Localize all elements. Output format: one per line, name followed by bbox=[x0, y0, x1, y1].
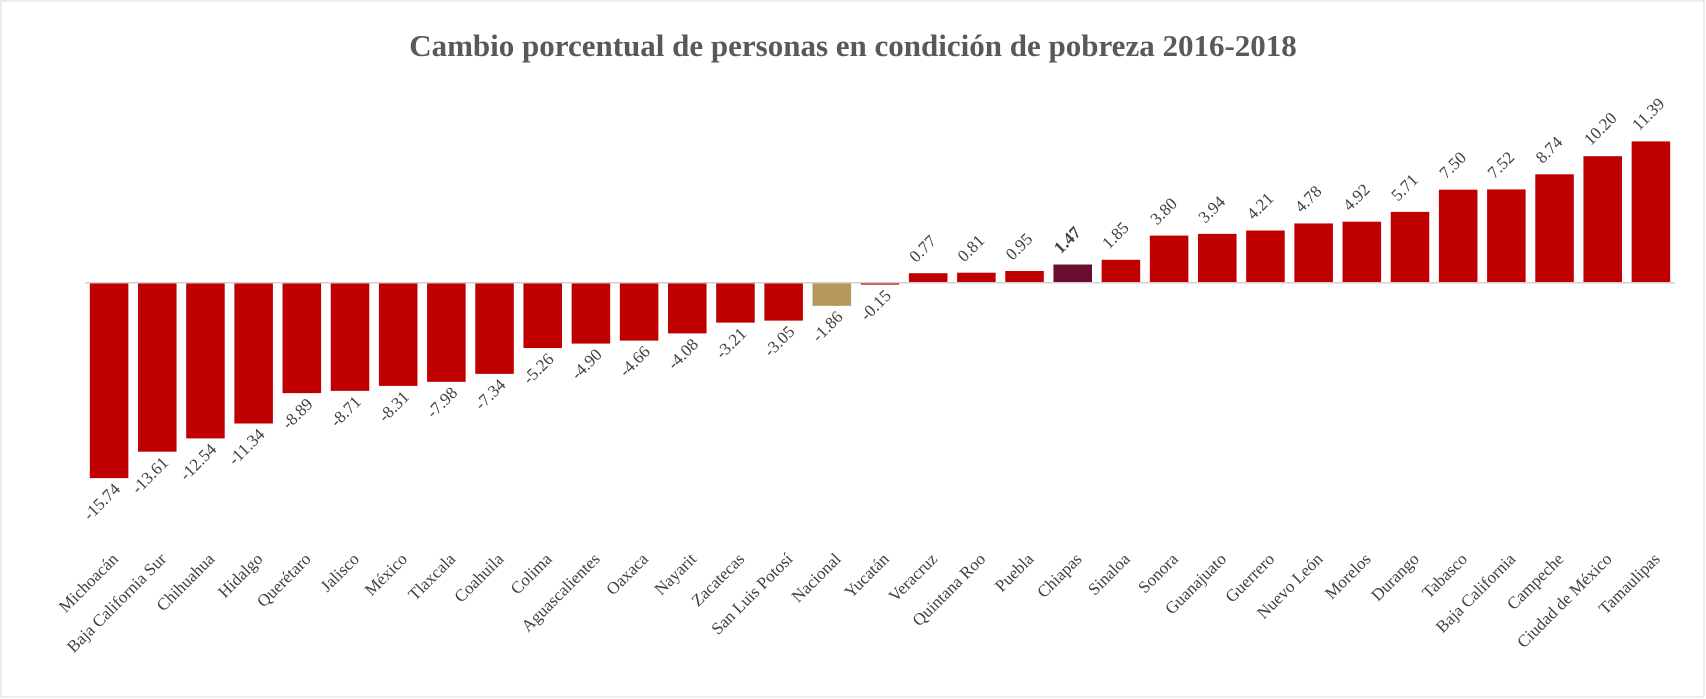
bar bbox=[1487, 189, 1526, 283]
bar bbox=[1101, 259, 1141, 283]
bar bbox=[234, 282, 273, 424]
bar bbox=[427, 282, 466, 382]
bar bbox=[138, 282, 177, 452]
bar bbox=[186, 282, 225, 439]
bar bbox=[1583, 156, 1622, 283]
bar bbox=[619, 282, 659, 341]
bar bbox=[860, 282, 900, 285]
bar bbox=[523, 282, 562, 349]
bar bbox=[1005, 270, 1044, 283]
bar bbox=[1149, 235, 1189, 283]
bar bbox=[812, 282, 852, 306]
bar bbox=[1053, 264, 1092, 283]
bar bbox=[668, 282, 707, 334]
bar bbox=[378, 282, 418, 386]
bar bbox=[1246, 230, 1285, 283]
bar bbox=[908, 273, 948, 283]
bar bbox=[1631, 141, 1671, 283]
bar bbox=[1535, 174, 1574, 283]
bar bbox=[1390, 211, 1430, 283]
bar bbox=[330, 282, 370, 391]
bar bbox=[1294, 223, 1333, 283]
chart-title: Cambio porcentual de personas en condici… bbox=[409, 28, 1297, 63]
bar bbox=[1342, 221, 1382, 283]
bar bbox=[282, 282, 322, 394]
bar bbox=[764, 282, 803, 321]
bar bbox=[716, 282, 755, 323]
bar bbox=[1438, 189, 1478, 283]
bar bbox=[957, 272, 996, 283]
bar bbox=[571, 282, 611, 344]
bar bbox=[1198, 233, 1237, 283]
bar bbox=[89, 282, 129, 479]
bar bbox=[475, 282, 514, 374]
